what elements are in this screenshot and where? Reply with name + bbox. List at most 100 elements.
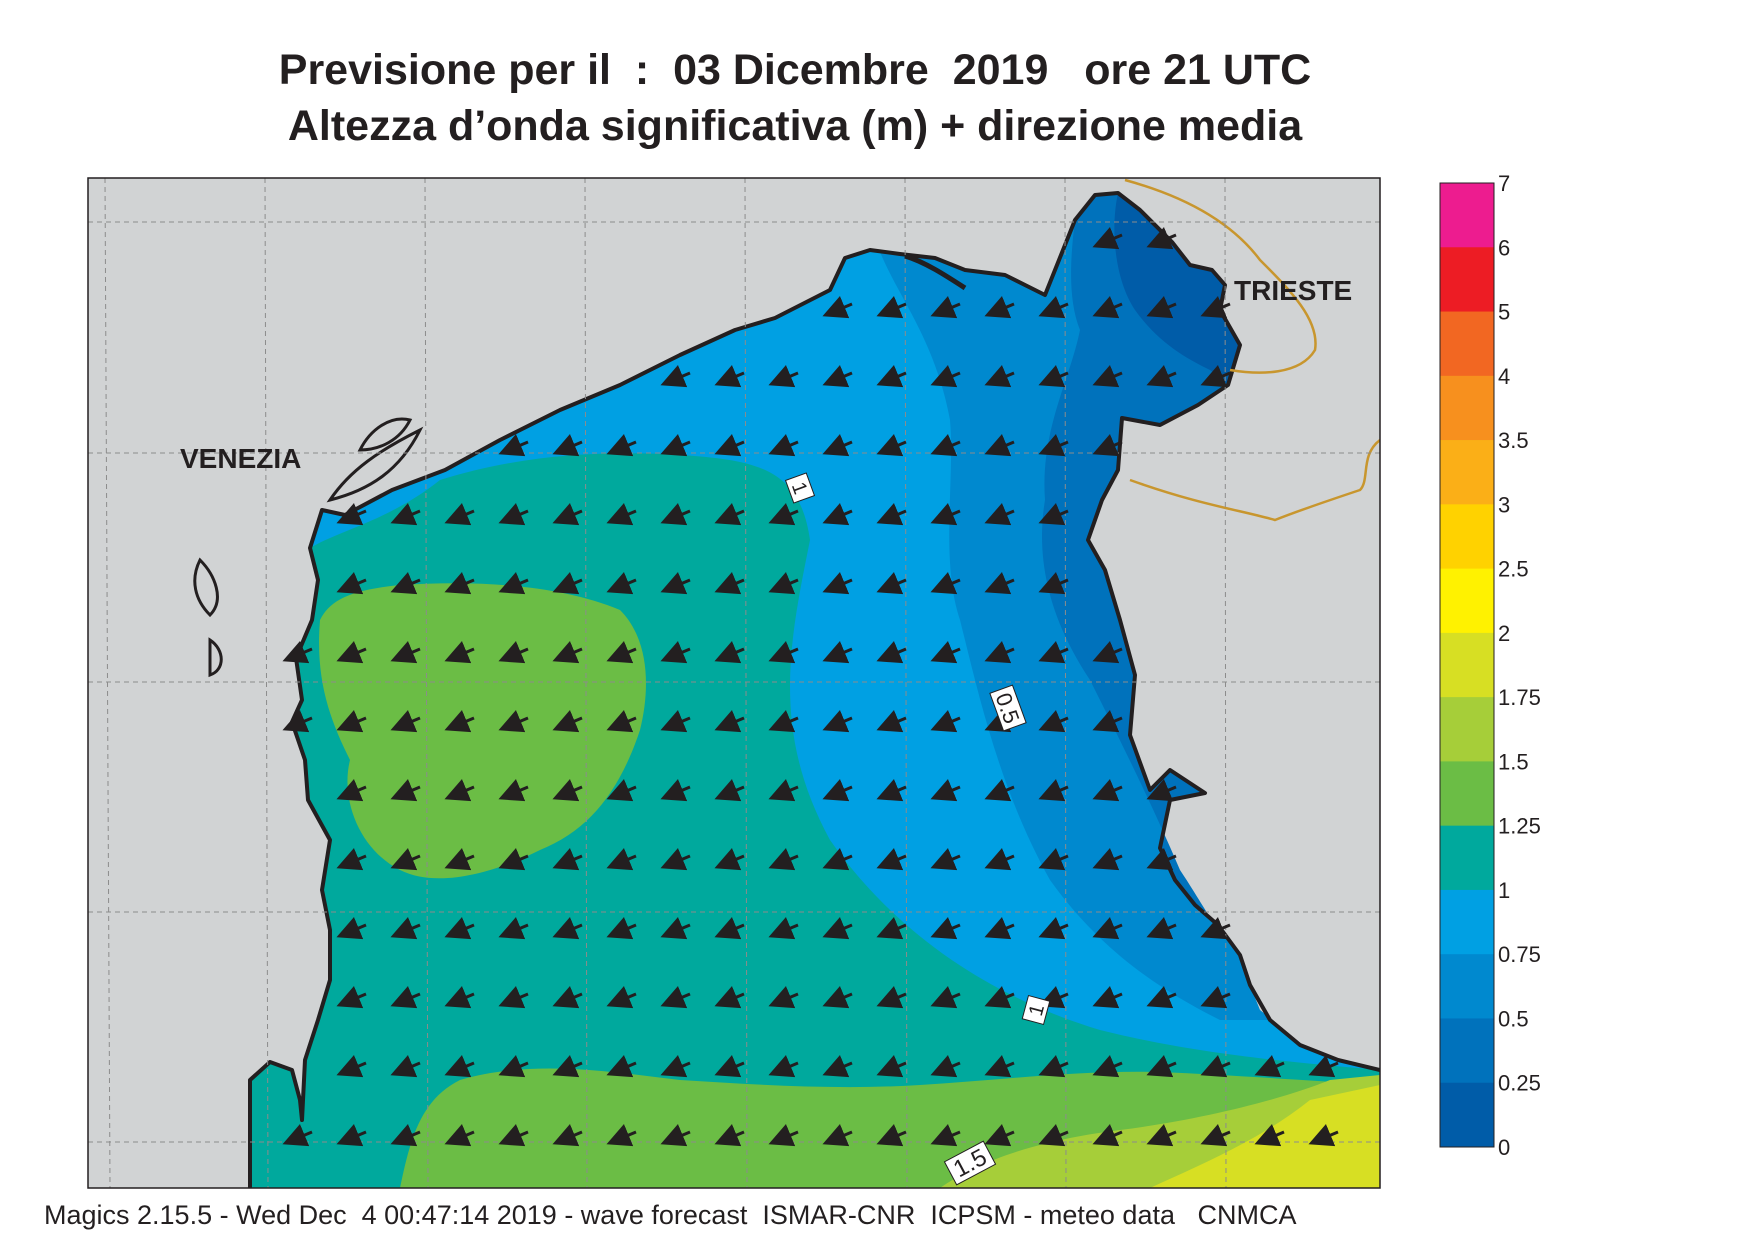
wave-arrow <box>876 917 907 940</box>
wave-arrow <box>498 779 529 802</box>
wave-arrow <box>714 779 745 802</box>
wave-arrow <box>1146 1055 1177 1078</box>
wave-arrow <box>552 1055 583 1078</box>
wave-arrow <box>498 434 529 457</box>
legend-swatch <box>1440 632 1494 698</box>
legend-tick-label: 2.5 <box>1498 557 1529 582</box>
wave-arrow <box>1038 710 1069 733</box>
wave-arrow <box>1092 1124 1123 1147</box>
wave-arrow <box>1092 848 1123 871</box>
wave-arrow <box>1038 503 1069 526</box>
wave-arrow <box>876 986 907 1009</box>
wave-arrow <box>714 365 745 388</box>
wave-arrow <box>390 641 421 664</box>
wave-arrow <box>660 572 691 595</box>
wave-arrow <box>1038 296 1069 319</box>
wave-arrow <box>984 779 1015 802</box>
legend-tick-label: 3.5 <box>1498 428 1529 453</box>
wave-arrow <box>390 572 421 595</box>
wave-arrow <box>1146 986 1177 1009</box>
wave-arrow <box>660 917 691 940</box>
wave-arrow <box>1092 710 1123 733</box>
wave-arrow <box>336 779 367 802</box>
wave-arrow <box>930 710 961 733</box>
wave-arrow <box>984 503 1015 526</box>
wave-arrow <box>390 710 421 733</box>
legend-tick-label: 0.75 <box>1498 942 1541 967</box>
wave-arrow <box>822 710 853 733</box>
wave-arrow <box>822 848 853 871</box>
wave-arrow <box>660 1124 691 1147</box>
wave-arrow <box>390 986 421 1009</box>
contour-label-1-south: 1 <box>1021 994 1051 1026</box>
wave-arrow <box>714 572 745 595</box>
wave-arrow <box>714 503 745 526</box>
wave-arrow <box>822 917 853 940</box>
contour-label-1-north: 1 <box>784 472 816 504</box>
wave-direction-arrows <box>282 227 1339 1147</box>
wave-arrow <box>444 710 475 733</box>
wave-arrow <box>930 296 961 319</box>
wave-arrow <box>1092 296 1123 319</box>
wave-arrow <box>606 710 637 733</box>
wave-arrow <box>444 641 475 664</box>
wave-arrow <box>876 1124 907 1147</box>
wave-arrow <box>606 779 637 802</box>
national-border <box>1124 178 1380 522</box>
wave-arrow <box>660 848 691 871</box>
wave-arrow <box>390 1124 421 1147</box>
wave-arrow <box>282 710 313 733</box>
wave-arrow <box>984 1124 1015 1147</box>
wave-arrow <box>768 434 799 457</box>
wave-arrow <box>444 779 475 802</box>
wave-arrow <box>1146 365 1177 388</box>
wave-arrow <box>444 1055 475 1078</box>
legend-swatch <box>1440 504 1494 570</box>
wave-arrow <box>1308 1124 1339 1147</box>
wave-arrow <box>876 1055 907 1078</box>
wave-arrow <box>552 986 583 1009</box>
wave-arrow <box>714 434 745 457</box>
wave-arrow <box>930 848 961 871</box>
wave-arrow <box>1092 986 1123 1009</box>
title-line-1: Previsione per il : 03 Dicembre 2019 ore… <box>278 46 1312 94</box>
wave-arrow <box>606 917 637 940</box>
trieste-label: TRIESTE <box>1234 275 1352 306</box>
wave-arrow <box>660 986 691 1009</box>
wave-arrow <box>1200 917 1231 940</box>
wave-arrow <box>606 848 637 871</box>
wave-arrow <box>1200 296 1231 319</box>
map-frame <box>87 177 1381 1189</box>
wave-arrow <box>714 641 745 664</box>
wave-arrow <box>1254 1124 1285 1147</box>
wave-arrow <box>552 917 583 940</box>
wave-arrow <box>552 572 583 595</box>
wave-arrow <box>498 848 529 871</box>
wave-arrow <box>552 710 583 733</box>
legend-tick-label: 2 <box>1498 621 1510 646</box>
wave-arrow <box>1200 1124 1231 1147</box>
wave-arrow <box>1092 917 1123 940</box>
wave-arrow <box>282 641 313 664</box>
legend-tick-label: 0 <box>1498 1135 1510 1160</box>
istria-land <box>1250 985 1380 1060</box>
wave-arrow <box>552 503 583 526</box>
wave-arrow <box>498 1124 529 1147</box>
graticule <box>88 178 1380 1188</box>
wave-arrow <box>1200 1055 1231 1078</box>
wave-arrow <box>498 1055 529 1078</box>
wave-arrow <box>1038 572 1069 595</box>
wave-arrow <box>336 1124 367 1147</box>
wave-arrow <box>822 1124 853 1147</box>
wave-arrow <box>768 365 799 388</box>
wave-arrow <box>1200 365 1231 388</box>
wave-arrow <box>390 848 421 871</box>
wave-arrow <box>336 848 367 871</box>
wave-arrow <box>1038 1055 1069 1078</box>
wave-arrow <box>498 641 529 664</box>
wave-arrow <box>498 917 529 940</box>
wave-arrow <box>1038 779 1069 802</box>
wave-arrow <box>768 1055 799 1078</box>
coastline <box>248 191 1380 1188</box>
